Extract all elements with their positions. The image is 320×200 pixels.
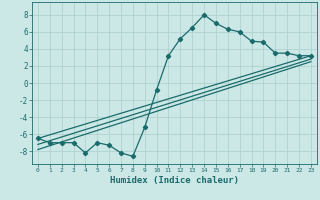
X-axis label: Humidex (Indice chaleur): Humidex (Indice chaleur): [110, 176, 239, 185]
